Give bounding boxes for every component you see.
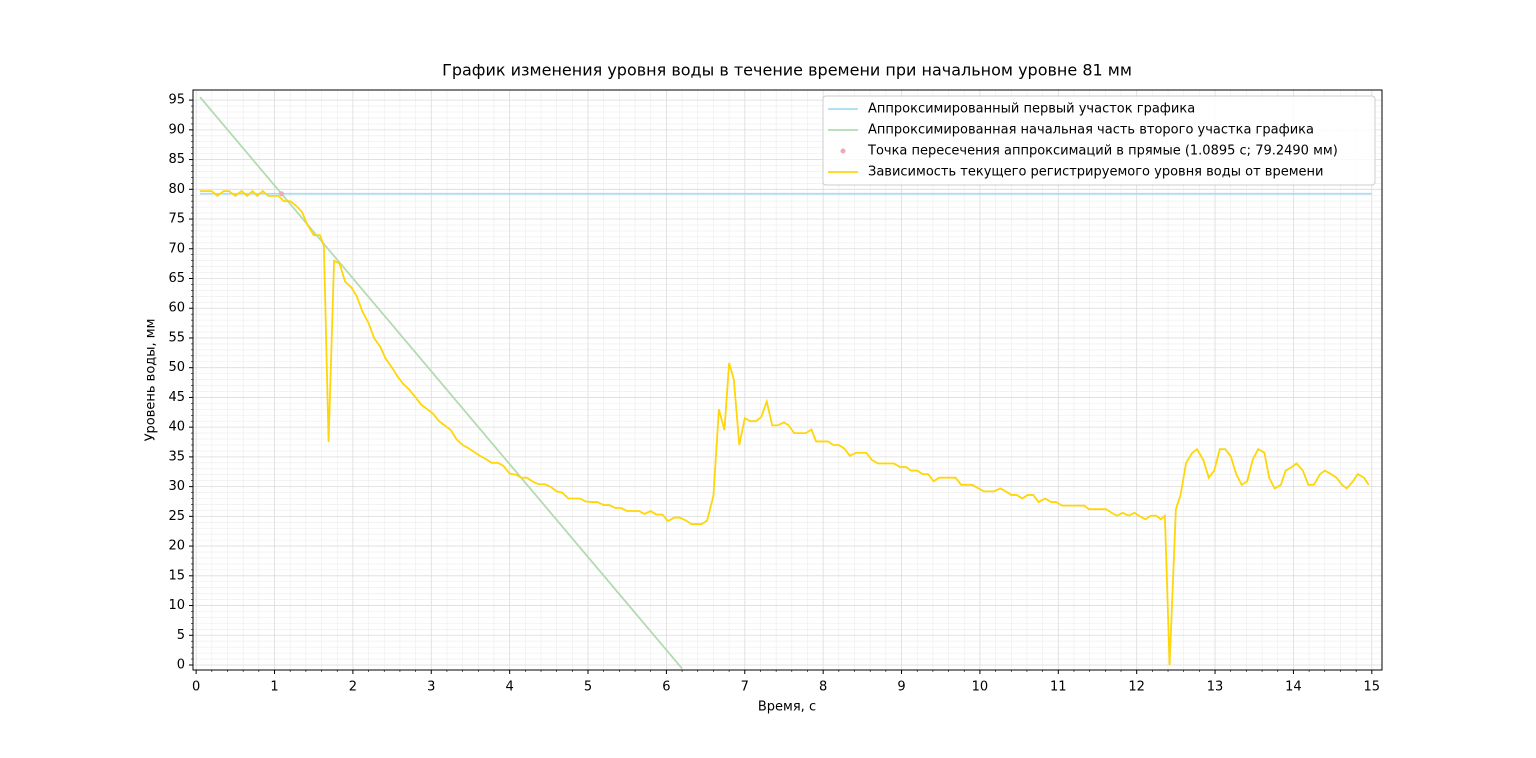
x-tick-label: 7 xyxy=(741,680,749,695)
chart-title: График изменения уровня воды в течение в… xyxy=(442,61,1132,80)
x-tick-label: 14 xyxy=(1285,680,1302,695)
y-tick-label: 5 xyxy=(177,628,185,643)
legend-label: Аппроксимированная начальная часть второ… xyxy=(868,123,1314,138)
x-tick-label: 5 xyxy=(584,680,592,695)
y-tick-label: 15 xyxy=(168,568,185,583)
legend-marker xyxy=(840,148,846,154)
scatter-point xyxy=(279,191,285,197)
y-tick-label: 45 xyxy=(168,390,185,405)
y-tick-label: 20 xyxy=(168,539,185,554)
y-tick-label: 80 xyxy=(168,182,185,197)
y-tick-label: 35 xyxy=(168,449,185,464)
legend-box xyxy=(822,95,1376,186)
y-tick-label: 85 xyxy=(168,152,185,167)
series-line xyxy=(200,189,1370,666)
x-tick-label: 10 xyxy=(972,680,989,695)
y-axis-label: Уровень воды, мм xyxy=(144,319,159,442)
y-tick-label: 25 xyxy=(168,509,185,524)
y-tick-label: 10 xyxy=(168,598,185,613)
y-tick-label: 30 xyxy=(168,479,185,494)
y-tick-label: 90 xyxy=(168,122,185,137)
x-tick-label: 8 xyxy=(819,680,827,695)
x-tick-label: 3 xyxy=(427,680,435,695)
x-tick-label: 0 xyxy=(192,680,200,695)
legend-label: Аппроксимированный первый участок график… xyxy=(868,102,1195,117)
x-tick-label: 6 xyxy=(662,680,670,695)
legend-label: Зависимость текущего регистрируемого уро… xyxy=(868,165,1323,180)
y-tick-label: 70 xyxy=(168,241,185,256)
x-tick-label: 15 xyxy=(1364,680,1381,695)
y-tick-label: 75 xyxy=(168,212,185,227)
y-tick-label: 40 xyxy=(168,420,185,435)
x-tick-label: 11 xyxy=(1050,680,1067,695)
x-tick-label: 13 xyxy=(1207,680,1224,695)
y-tick-label: 95 xyxy=(168,93,185,108)
legend-label: Точка пересечения аппроксимаций в прямые… xyxy=(867,144,1338,159)
x-axis-label: Время, с xyxy=(758,700,816,715)
x-tick-label: 9 xyxy=(897,680,905,695)
x-tick-label: 12 xyxy=(1128,680,1145,695)
y-tick-label: 0 xyxy=(177,658,185,673)
y-tick-label: 65 xyxy=(168,271,185,286)
y-tick-label: 55 xyxy=(168,330,185,345)
x-tick-label: 2 xyxy=(349,680,357,695)
y-tick-label: 50 xyxy=(168,360,185,375)
x-tick-label: 4 xyxy=(506,680,514,695)
x-tick-label: 1 xyxy=(270,680,278,695)
y-tick-label: 60 xyxy=(168,301,185,316)
plot-frame xyxy=(192,89,1383,671)
